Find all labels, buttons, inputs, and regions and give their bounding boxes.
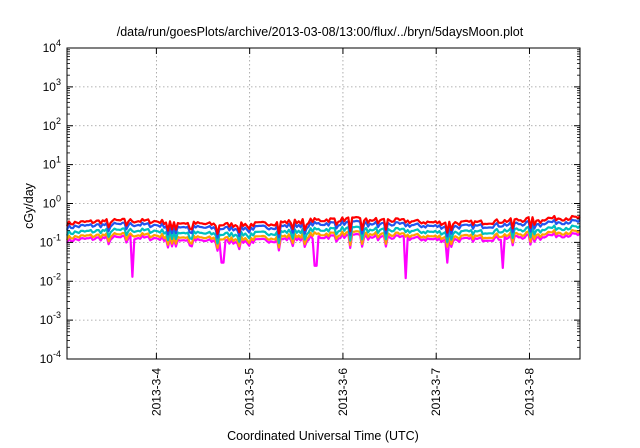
x-tick-label: 2013-3-7 [429,368,443,416]
y-tick-label: 10-3 [40,310,61,327]
series-line [65,231,581,280]
y-tick-label: 101 [43,155,61,172]
x-axis-label: Coordinated Universal Time (UTC) [227,429,419,443]
ticks: 10-4 10-3 10-2 10-1 100 101 102 103 104 2013-3-4 2… [40,38,580,416]
y-tick-label: 100 [43,194,61,211]
y-axis-label: cGy/day [22,182,36,229]
series-line [65,224,581,245]
grid [67,48,580,359]
x-tick-label: 2013-3-4 [149,368,163,416]
series-layer [65,214,581,280]
y-tick-label: 102 [43,116,61,133]
x-tick-label: 2013-3-6 [336,368,350,416]
series-line [65,229,581,250]
y-tick-label: 103 [43,77,61,94]
y-tick-label: 10-1 [40,232,61,249]
y-tick-label: 10-4 [40,349,61,366]
y-tick-label: 10-2 [40,271,61,288]
y-tick-label: 104 [43,38,61,55]
series-line [65,214,581,235]
chart-title: /data/run/goesPlots/archive/2013-03-08/1… [117,25,524,39]
x-tick-label: 2013-3-5 [243,368,257,416]
x-tick-label: 2013-3-8 [522,368,536,416]
series-line [65,218,581,239]
